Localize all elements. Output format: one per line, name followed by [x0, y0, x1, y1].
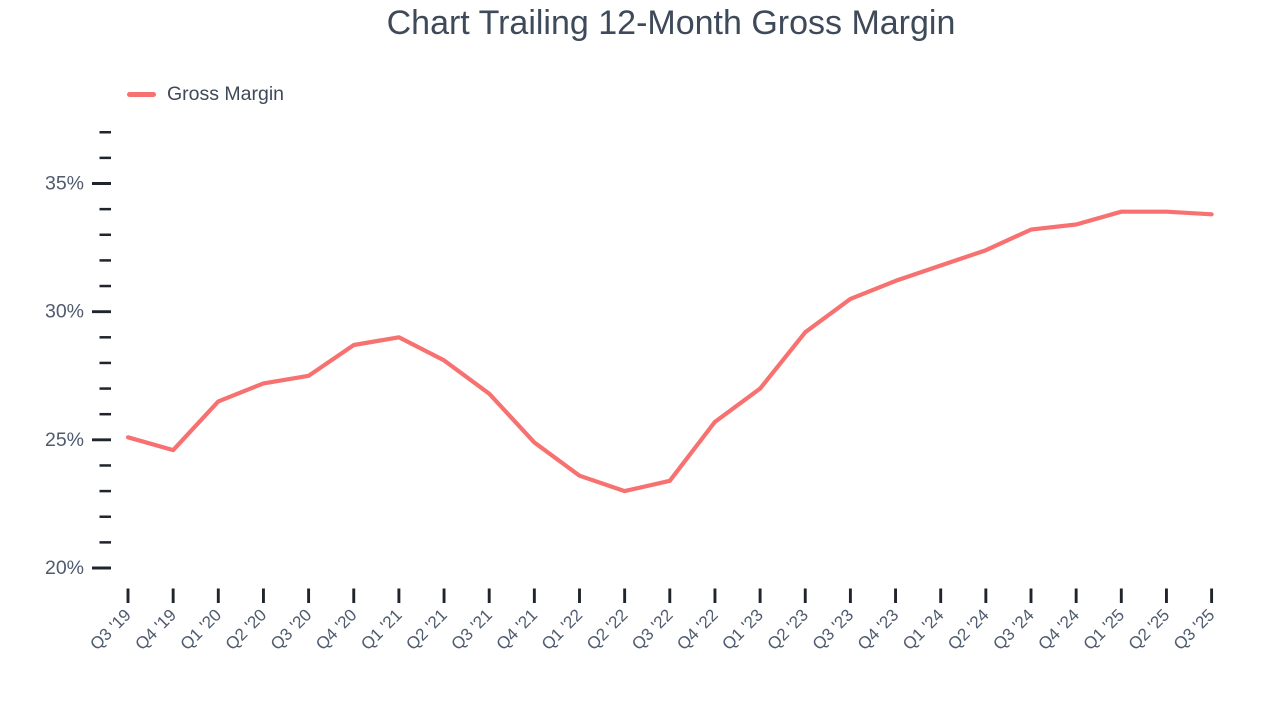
- x-tick-label: Q3 '22: [628, 605, 676, 653]
- x-tick-label: Q2 '22: [583, 605, 631, 653]
- x-tick-label: Q3 '25: [1170, 605, 1218, 653]
- x-tick-label: Q1 '22: [538, 605, 586, 653]
- x-tick-label: Q1 '20: [177, 605, 225, 653]
- y-tick-label: 25%: [45, 429, 84, 451]
- x-tick-label: Q4 '22: [673, 605, 721, 653]
- x-tick-label: Q4 '20: [312, 605, 360, 653]
- x-tick-label: Q4 '24: [1034, 605, 1082, 653]
- y-tick-label: 20%: [45, 557, 84, 579]
- x-tick-label: Q4 '19: [131, 605, 179, 653]
- x-tick-label: Q2 '21: [402, 605, 450, 653]
- x-tick-label: Q2 '24: [944, 605, 992, 653]
- y-tick-label: 30%: [45, 301, 84, 323]
- x-tick-label: Q1 '23: [718, 605, 766, 653]
- x-tick-label: Q1 '21: [357, 605, 405, 653]
- x-tick-label: Q2 '25: [1125, 605, 1173, 653]
- x-tick-label: Q3 '20: [267, 605, 315, 653]
- x-tick-label: Q3 '19: [86, 605, 134, 653]
- chart-title: Chart Trailing 12-Month Gross Margin: [386, 4, 956, 42]
- x-tick-label: Q3 '21: [448, 605, 496, 653]
- x-tick-label: Q3 '24: [989, 605, 1037, 653]
- x-tick-label: Q2 '23: [764, 605, 812, 653]
- x-tick-label: Q2 '20: [222, 605, 270, 653]
- y-tick-label: 35%: [45, 173, 84, 195]
- x-tick-label: Q4 '21: [493, 605, 541, 653]
- x-tick-label: Q3 '23: [809, 605, 857, 653]
- x-tick-label: Q1 '25: [1080, 605, 1128, 653]
- x-tick-label: Q4 '23: [854, 605, 902, 653]
- legend-item-gross-margin[interactable]: Gross Margin: [127, 83, 284, 106]
- x-tick-label: Q1 '24: [899, 605, 947, 653]
- series-line-gross-margin: [125, 209, 1214, 494]
- legend-line-swatch: [127, 92, 156, 97]
- legend-label: Gross Margin: [167, 83, 285, 105]
